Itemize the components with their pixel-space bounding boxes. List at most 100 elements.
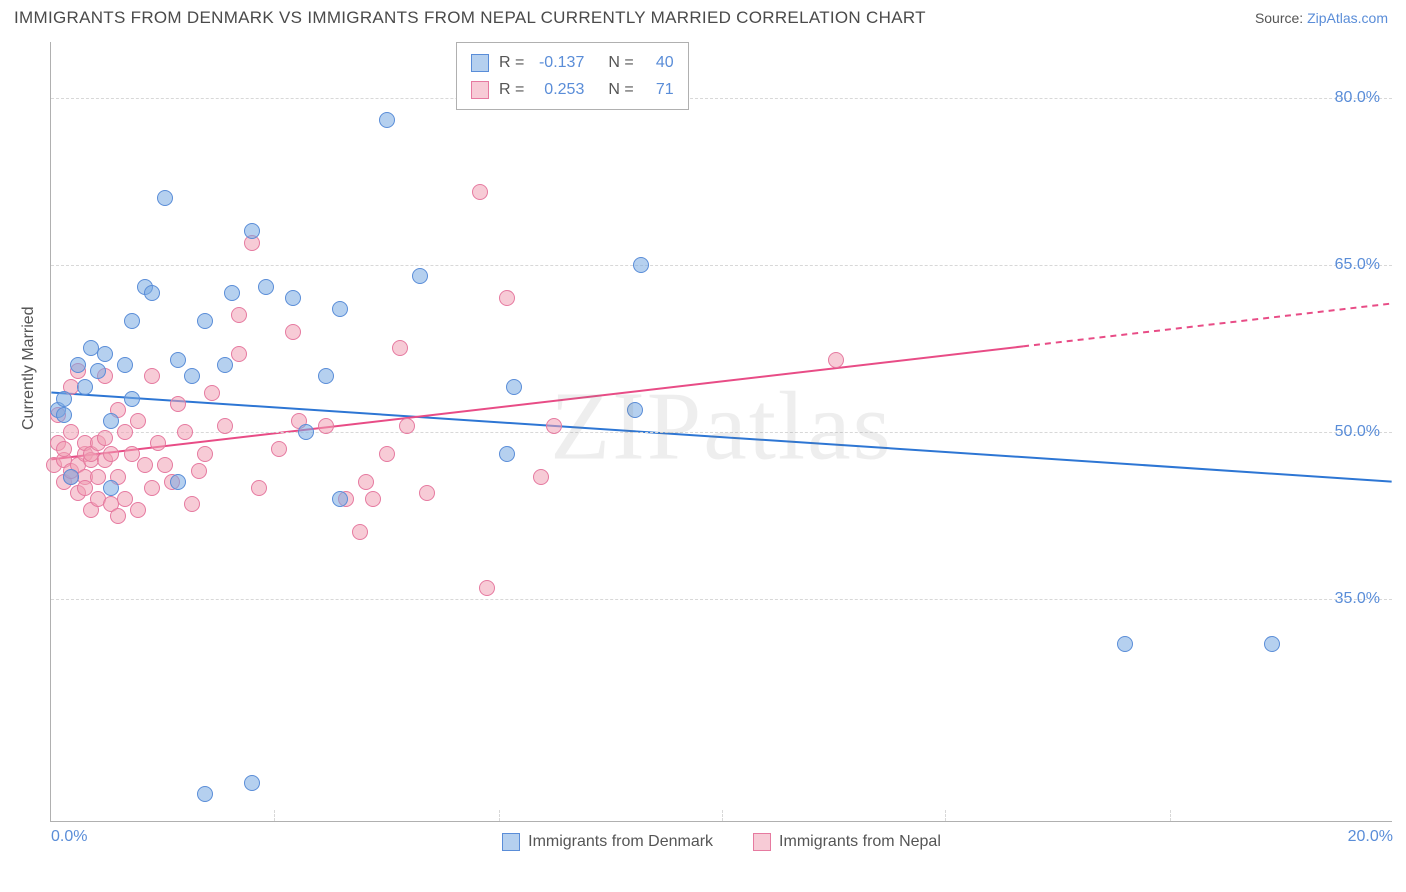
data-point-denmark [124,391,140,407]
n-label: N = [608,49,633,76]
source-attribution: Source: ZipAtlas.com [1255,10,1388,26]
data-point-nepal [184,496,200,512]
legend-swatch-nepal [753,833,771,851]
data-point-nepal [379,446,395,462]
data-point-nepal [144,480,160,496]
series-legend: Immigrants from DenmarkImmigrants from N… [51,833,1392,851]
data-point-denmark [217,357,233,373]
data-point-nepal [499,290,515,306]
data-point-nepal [472,184,488,200]
chart-plot-area: ZIPatlas R =-0.137N =40R =0.253N =71 Imm… [50,42,1392,822]
x-tick-label: 20.0% [1348,828,1393,846]
data-point-nepal [271,441,287,457]
legend-swatch-denmark [471,54,489,72]
data-point-denmark [197,313,213,329]
data-point-denmark [412,268,428,284]
data-point-denmark [1264,636,1280,652]
data-point-nepal [533,469,549,485]
data-point-nepal [546,418,562,434]
data-point-nepal [419,485,435,501]
data-point-nepal [828,352,844,368]
data-point-nepal [365,491,381,507]
data-point-denmark [77,379,93,395]
data-point-nepal [124,446,140,462]
trendline-nepal [51,346,1023,459]
data-point-denmark [90,363,106,379]
data-point-nepal [130,502,146,518]
trendline-nepal [1023,304,1392,347]
data-point-denmark [224,285,240,301]
x-tick-mark [1170,810,1171,821]
data-point-denmark [124,313,140,329]
data-point-denmark [157,190,173,206]
source-link[interactable]: ZipAtlas.com [1307,10,1388,26]
data-point-nepal [63,424,79,440]
data-point-denmark [633,257,649,273]
correlation-legend: R = -0.137 N = 40R =0.253N =71 [456,42,689,110]
data-point-nepal [352,524,368,540]
legend-label: Immigrants from Denmark [528,833,713,851]
data-point-denmark [97,346,113,362]
data-point-nepal [231,346,247,362]
data-point-nepal [318,418,334,434]
data-point-denmark [56,407,72,423]
data-point-denmark [244,775,260,791]
data-point-denmark [70,357,86,373]
data-point-denmark [258,279,274,295]
y-tick-label: 65.0% [1335,256,1380,274]
data-point-denmark [117,357,133,373]
data-point-nepal [157,457,173,473]
data-point-nepal [285,324,301,340]
y-tick-label: 50.0% [1335,423,1380,441]
data-point-nepal [103,446,119,462]
data-point-denmark [63,469,79,485]
r-label: R = [499,76,524,103]
data-point-nepal [251,480,267,496]
data-point-denmark [244,223,260,239]
data-point-denmark [379,112,395,128]
x-tick-mark [945,810,946,821]
data-point-denmark [184,368,200,384]
data-point-nepal [130,413,146,429]
data-point-nepal [191,463,207,479]
data-point-nepal [170,396,186,412]
data-point-denmark [56,391,72,407]
data-point-denmark [332,301,348,317]
x-tick-mark [274,810,275,821]
data-point-denmark [144,285,160,301]
data-point-denmark [170,474,186,490]
data-point-denmark [103,480,119,496]
data-point-nepal [197,446,213,462]
r-label: R = [499,49,524,76]
r-value: -0.137 [534,49,584,76]
watermark-text: ZIPatlas [550,370,893,482]
data-point-denmark [1117,636,1133,652]
n-value: 40 [644,49,674,76]
data-point-denmark [627,402,643,418]
data-point-nepal [97,430,113,446]
data-point-denmark [285,290,301,306]
data-point-denmark [197,786,213,802]
legend-swatch-denmark [502,833,520,851]
data-point-denmark [170,352,186,368]
data-point-nepal [110,508,126,524]
grid-line-horizontal [51,265,1392,266]
chart-title: IMMIGRANTS FROM DENMARK VS IMMIGRANTS FR… [14,8,926,28]
data-point-nepal [217,418,233,434]
trendline-denmark [51,393,1391,482]
data-point-nepal [77,480,93,496]
n-label: N = [608,76,633,103]
x-tick-mark [499,810,500,821]
data-point-nepal [358,474,374,490]
data-point-nepal [392,340,408,356]
data-point-nepal [399,418,415,434]
data-point-denmark [298,424,314,440]
data-point-nepal [56,441,72,457]
legend-row-nepal: R =0.253N =71 [471,76,674,103]
legend-item-denmark: Immigrants from Denmark [502,833,713,851]
y-axis-label: Currently Married [20,306,38,430]
y-tick-label: 80.0% [1335,89,1380,107]
grid-line-horizontal [51,432,1392,433]
data-point-denmark [332,491,348,507]
data-point-denmark [506,379,522,395]
